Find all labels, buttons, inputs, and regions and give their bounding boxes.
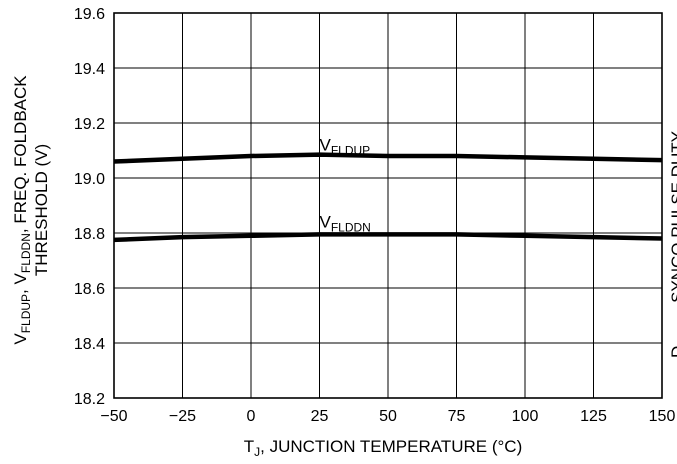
y-axis-title-line1: VFLDUP, VFLDDN, FREQ. FOLDBACK: [11, 75, 33, 345]
y-tick-label: 18.6: [74, 281, 105, 298]
y-tick-labels: 18.2 18.4 18.6 18.8 19.0 19.2 19.4 19.6: [74, 6, 105, 408]
grid: [113, 12, 663, 399]
x-tick-labels: −50 −25 0 25 50 75 100 125 150: [100, 408, 675, 425]
y-axis-title-line2: THRESHOLD (V): [32, 144, 51, 276]
x-tick-label: 0: [247, 408, 256, 425]
x-tick-label: 50: [379, 408, 397, 425]
y-tick-label: 18.2: [74, 391, 105, 408]
x-tick-label: 75: [448, 408, 466, 425]
x-axis-title: TJ, JUNCTION TEMPERATURE (°C): [244, 437, 523, 459]
y-tick-label: 19.0: [74, 171, 105, 188]
y-tick-label: 19.4: [74, 61, 105, 78]
x-tick-label: 150: [649, 408, 676, 425]
x-tick-label: −50: [100, 408, 127, 425]
x-tick-label: 125: [580, 408, 607, 425]
x-tick-label: 100: [512, 408, 539, 425]
right-axis-title-fragment: DSYNC, SYNCO PULSE DUTY: [668, 131, 677, 358]
x-tick-label: 25: [311, 408, 329, 425]
y-tick-label: 19.2: [74, 116, 105, 133]
series-labels: VFLDUP VFLDDN: [320, 136, 371, 235]
series-label: VFLDDN: [320, 213, 371, 235]
x-tick-label: −25: [169, 408, 196, 425]
series-line: [113, 232, 663, 243]
y-tick-label: 19.6: [74, 6, 105, 23]
plot-frame: [113, 12, 663, 399]
series-label: VFLDUP: [320, 136, 371, 158]
series-layer: [113, 152, 663, 243]
series-line: [113, 152, 663, 164]
y-tick-label: 18.8: [74, 226, 105, 243]
y-tick-label: 18.4: [74, 336, 105, 353]
